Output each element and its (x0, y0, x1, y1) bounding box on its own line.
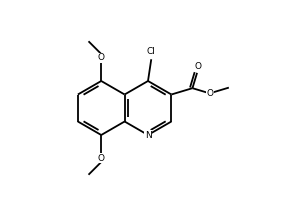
Text: O: O (206, 89, 213, 98)
Text: O: O (195, 62, 202, 71)
Text: O: O (98, 53, 105, 62)
Text: N: N (145, 130, 151, 140)
Text: O: O (98, 154, 105, 163)
Text: Cl: Cl (147, 47, 156, 56)
